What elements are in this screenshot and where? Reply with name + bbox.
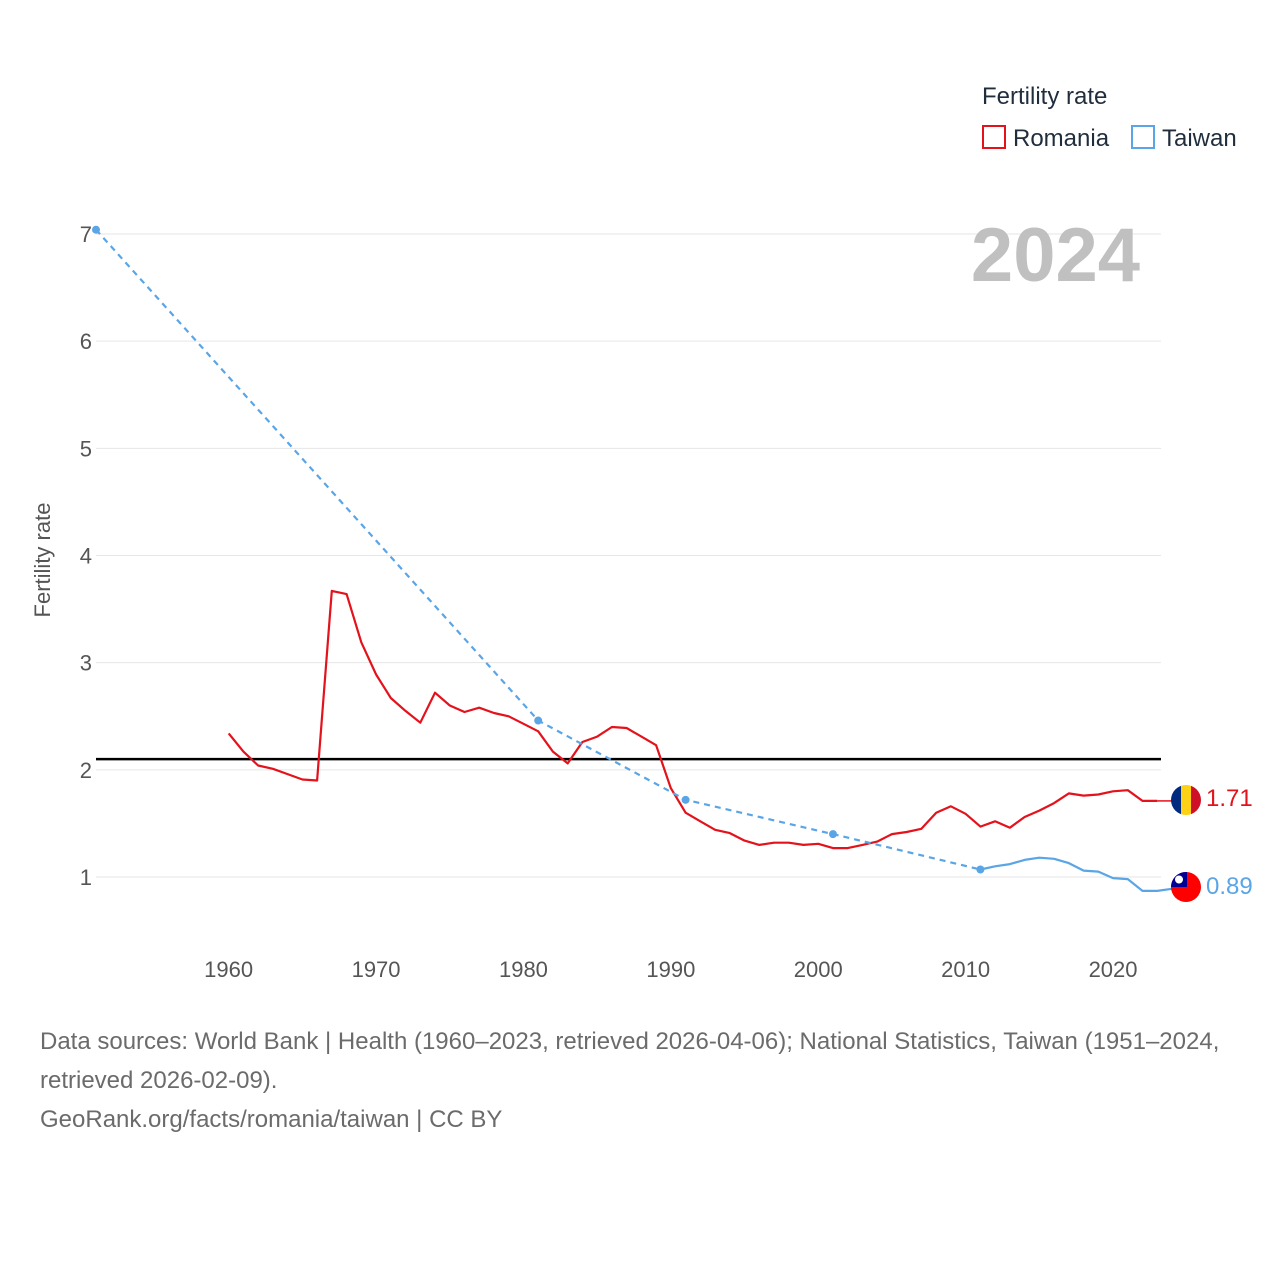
y-tick-label: 5	[80, 436, 92, 461]
x-tick-label: 1990	[646, 957, 695, 982]
taiwan-flag-icon	[1171, 872, 1201, 902]
taiwan-line-interpolated	[95, 228, 981, 871]
y-tick-label: 2	[80, 758, 92, 783]
x-tick-label: 2000	[794, 957, 843, 982]
legend-swatch-taiwan	[1131, 125, 1155, 149]
legend-title: Fertility rate	[982, 83, 1107, 110]
data-sources-note: Data sources: World Bank | Health (1960–…	[40, 1028, 1220, 1094]
taiwan-point	[828, 830, 837, 839]
taiwan-point	[976, 865, 985, 874]
series-taiwan	[92, 225, 1173, 892]
y-axis-title: Fertility rate	[30, 503, 55, 618]
legend-label-taiwan: Taiwan	[1162, 125, 1237, 152]
legend-item-romania[interactable]: Romania	[982, 125, 1110, 152]
year-label: 2024	[971, 213, 1140, 298]
taiwan-point	[681, 795, 690, 804]
taiwan-line	[980, 856, 1173, 892]
x-tick-label: 1980	[499, 957, 548, 982]
gridlines	[96, 233, 1161, 878]
legend-item-taiwan[interactable]: Taiwan	[1131, 125, 1237, 152]
x-tick-label: 2020	[1089, 957, 1138, 982]
taiwan-point	[92, 225, 100, 234]
x-axis: 1960 1970 1980 1990 2000 2010 2020	[204, 957, 1137, 982]
y-axis: 1 2 3 4 5 6 7	[80, 222, 92, 890]
legend: Fertility rate Romania Taiwan	[982, 83, 1237, 152]
fertility-rate-chart: 1 2 3 4 5 6 7 1960 1970 1980 1990 2000 2010 2020 Fer…	[30, 83, 1253, 982]
y-tick-label: 3	[80, 651, 92, 676]
romania-line	[227, 589, 1158, 850]
series-layer	[92, 225, 1173, 892]
x-tick-label: 2010	[941, 957, 990, 982]
x-tick-label: 1970	[352, 957, 401, 982]
footer: Data sources: World Bank | Health (1960–…	[40, 1022, 1250, 1139]
romania-end-value: 1.71	[1206, 785, 1253, 812]
legend-label-romania: Romania	[1013, 125, 1110, 152]
legend-swatch-romania	[982, 125, 1006, 149]
x-tick-label: 1960	[204, 957, 253, 982]
y-tick-label: 7	[80, 222, 92, 247]
y-tick-label: 4	[80, 544, 92, 569]
romania-flag-icon	[1171, 785, 1201, 815]
taiwan-point	[534, 716, 543, 725]
taiwan-end-value: 0.89	[1206, 873, 1253, 900]
y-tick-label: 6	[80, 329, 92, 354]
y-tick-label: 1	[80, 865, 92, 890]
series-romania	[227, 589, 1172, 850]
credit-link[interactable]: GeoRank.org/facts/romania/taiwan | CC BY	[40, 1106, 503, 1133]
